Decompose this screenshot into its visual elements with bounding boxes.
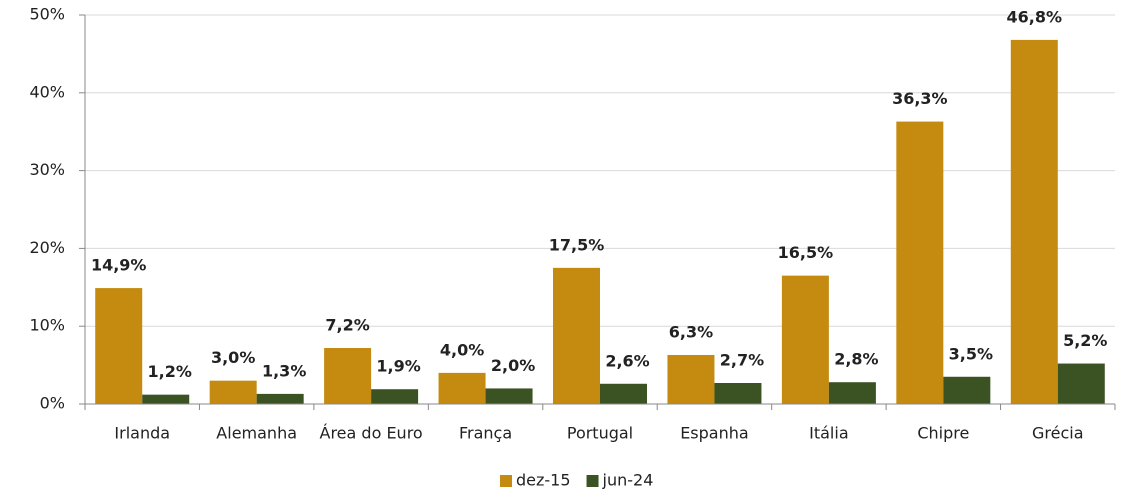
value-label: 7,2% [325, 315, 369, 334]
value-label: 36,3% [892, 89, 948, 108]
bar [553, 267, 600, 404]
y-tick-label: 0% [40, 394, 65, 413]
x-tick-label: Área do Euro [320, 424, 423, 443]
bar [943, 376, 991, 404]
legend-swatch [500, 475, 512, 487]
bar [256, 393, 304, 404]
legend-label: dez-15 [516, 471, 571, 490]
value-label: 5,2% [1063, 331, 1107, 350]
bar [95, 288, 143, 404]
value-label: 4,0% [440, 340, 484, 359]
x-tick-label: Portugal [567, 424, 633, 443]
value-label: 1,3% [262, 361, 306, 380]
value-label: 16,5% [778, 243, 834, 262]
x-tick-label: Irlanda [114, 424, 170, 443]
bar [142, 394, 190, 404]
x-tick-label: Alemanha [216, 424, 297, 443]
bar [714, 382, 762, 404]
x-tick-label: Grécia [1032, 424, 1084, 443]
y-tick-label: 10% [29, 316, 65, 335]
y-tick-label: 20% [29, 238, 65, 257]
value-label: 1,2% [148, 362, 192, 381]
legend-swatch [586, 475, 599, 487]
value-label: 14,9% [91, 256, 147, 275]
x-tick-label: Chipre [917, 424, 969, 443]
bar [896, 121, 944, 404]
value-label: 2,6% [605, 351, 649, 370]
bar [371, 389, 419, 404]
value-label: 3,5% [949, 344, 993, 363]
bar [667, 354, 715, 404]
bar [324, 347, 372, 404]
value-label: 46,8% [1007, 7, 1063, 26]
bar [209, 380, 257, 404]
value-label: 1,9% [376, 357, 420, 376]
x-tick-label: Espanha [680, 424, 749, 443]
value-label: 2,7% [720, 350, 764, 369]
value-label: 3,0% [211, 348, 255, 367]
value-label: 17,5% [549, 235, 605, 254]
value-label: 2,8% [834, 350, 878, 369]
value-label: 2,0% [491, 356, 535, 375]
bar [781, 275, 829, 404]
y-tick-label: 30% [29, 160, 65, 179]
legend-label: jun-24 [602, 471, 654, 490]
value-label: 6,3% [669, 322, 713, 341]
y-tick-label: 40% [29, 82, 65, 101]
bar [1057, 363, 1105, 404]
bar [828, 382, 876, 404]
x-tick-label: França [459, 424, 512, 443]
bar [485, 388, 533, 404]
y-tick-label: 50% [29, 5, 65, 24]
x-tick-label: Itália [809, 424, 849, 443]
bar [438, 372, 486, 404]
bar [1010, 39, 1058, 405]
bar [600, 383, 647, 404]
